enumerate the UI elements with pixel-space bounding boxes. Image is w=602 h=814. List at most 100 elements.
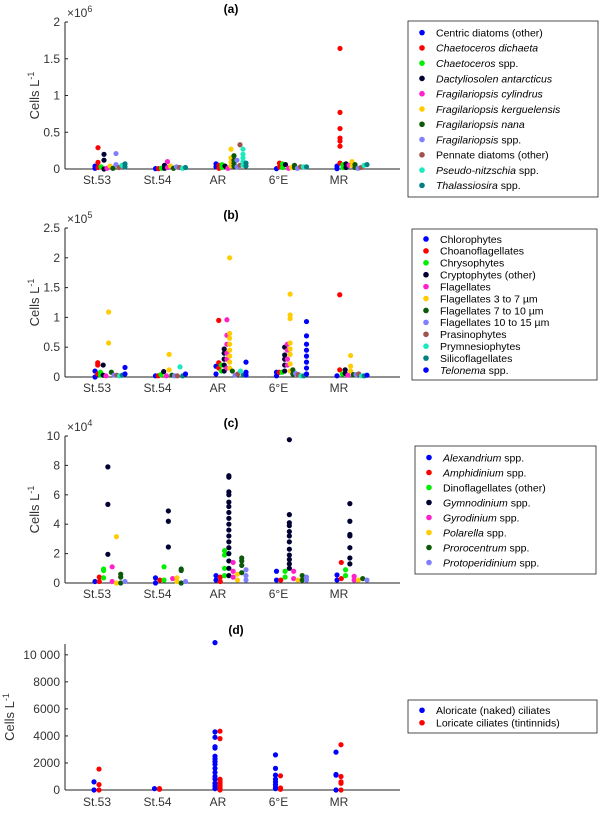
legend-entry-text: Prymnesiophytes <box>440 341 521 353</box>
data-point <box>342 573 349 579</box>
y-tick-label: 0 <box>53 370 60 384</box>
data-point <box>360 575 366 582</box>
data-point <box>303 577 310 583</box>
x-tick-label: 6°E <box>269 795 288 809</box>
data-point <box>91 787 97 793</box>
data-point <box>226 521 232 527</box>
legend-entry: Fragilariopsis spp. <box>436 134 521 146</box>
data-point <box>165 508 171 514</box>
legend-entry: Alexandrium spp. <box>442 452 524 464</box>
data-point <box>334 166 340 172</box>
legend-entry: Pseudo-nitzschia spp. <box>436 165 539 177</box>
data-point <box>282 352 288 358</box>
y-tick-label: 10 <box>47 429 61 443</box>
data-point <box>347 561 353 567</box>
data-point <box>240 146 246 152</box>
data-point <box>217 787 223 793</box>
data-point <box>348 368 354 374</box>
x-tick-label: St.54 <box>143 173 171 187</box>
data-point <box>333 749 339 755</box>
legend-entry-text: Choanoflagellates <box>440 246 524 258</box>
legend-entry-text: spp. <box>504 467 527 479</box>
data-point <box>231 153 237 159</box>
data-point <box>286 552 292 558</box>
legend-entry: Loricate ciliates (tintinnids) <box>436 718 560 730</box>
data-point <box>333 772 339 778</box>
legend-marker <box>419 90 425 97</box>
legend-entry-text: spp. <box>507 542 530 554</box>
data-point <box>228 146 234 152</box>
x-tick-label: MR <box>330 587 349 601</box>
data-point <box>282 161 289 168</box>
legend-entry-text: Pennate diatoms (other) <box>436 150 549 162</box>
data-point <box>334 572 340 578</box>
data-point <box>101 151 107 157</box>
data-point <box>338 575 344 582</box>
y-axis-label: Cells L-1 <box>1 693 17 741</box>
data-point <box>226 533 232 539</box>
data-point <box>122 371 128 377</box>
data-point <box>295 577 301 583</box>
data-point <box>351 577 357 583</box>
legend-entry: Gymnodinium spp. <box>443 497 531 509</box>
x-tick-label: AR <box>210 173 227 187</box>
legend-entry-text: Cryptophytes (other) <box>440 270 536 282</box>
data-point <box>303 341 310 347</box>
data-point <box>243 163 249 169</box>
data-point <box>287 315 293 322</box>
legend-marker <box>423 283 429 290</box>
data-point <box>221 573 228 579</box>
data-point <box>105 551 111 557</box>
legend-marker <box>423 307 429 314</box>
legend-entry: Choanoflagellates <box>440 246 524 258</box>
data-point <box>226 515 232 521</box>
data-point <box>287 346 293 352</box>
y-tick-label: 10 000 <box>23 648 60 662</box>
data-point <box>347 518 353 524</box>
data-point <box>291 568 297 574</box>
data-point <box>338 780 344 786</box>
legend-entry: Dactyliosolen antarcticus <box>436 73 553 85</box>
y-tick-label: 2 <box>53 251 60 265</box>
data-point <box>355 577 362 583</box>
data-point <box>290 367 296 373</box>
legend-entry-text: Loricate ciliates (tintinnids) <box>436 718 560 730</box>
legend-entry-text: spp. <box>508 497 531 509</box>
legend-marker <box>419 152 425 158</box>
data-point <box>217 736 223 742</box>
data-point <box>272 765 279 771</box>
data-point <box>303 353 310 359</box>
data-point <box>109 578 115 585</box>
legend-entry: Thalassiosira spp. <box>436 180 521 192</box>
legend-box <box>414 445 597 575</box>
legend-entry-text: spp. <box>486 365 509 377</box>
data-point <box>95 362 101 368</box>
data-point <box>347 555 353 561</box>
exponent-power: 5 <box>87 210 92 220</box>
panel-title: (b) <box>223 208 238 222</box>
data-point <box>243 567 249 573</box>
x-tick-label: 6°E <box>269 173 288 187</box>
legend-entry-text: spp. <box>516 165 539 177</box>
legend-entry-text: Flagellates 7 to 10 µm <box>440 305 544 317</box>
y-tick-label: 0 <box>53 576 60 590</box>
legend-entry: Prasinophytes <box>440 329 507 341</box>
data-point <box>118 580 124 586</box>
legend-entry-text: Prasinophytes <box>440 329 507 341</box>
legend-marker <box>419 60 425 66</box>
legend-entry: Protoperidinium spp. <box>443 557 539 569</box>
legend-entry-italic: Alexandrium <box>442 452 502 464</box>
data-point <box>337 143 343 149</box>
legend-entry: Pennate diatoms (other) <box>436 150 549 162</box>
data-point <box>286 437 292 443</box>
data-point <box>221 565 228 571</box>
data-point <box>282 568 288 574</box>
data-point <box>226 527 232 533</box>
exponent-power: 4 <box>87 418 92 428</box>
data-point <box>224 317 230 323</box>
data-point <box>337 125 343 132</box>
legend-marker <box>423 319 429 326</box>
data-point <box>342 367 348 373</box>
legend-entry-italic: Protoperidinium <box>443 557 517 569</box>
